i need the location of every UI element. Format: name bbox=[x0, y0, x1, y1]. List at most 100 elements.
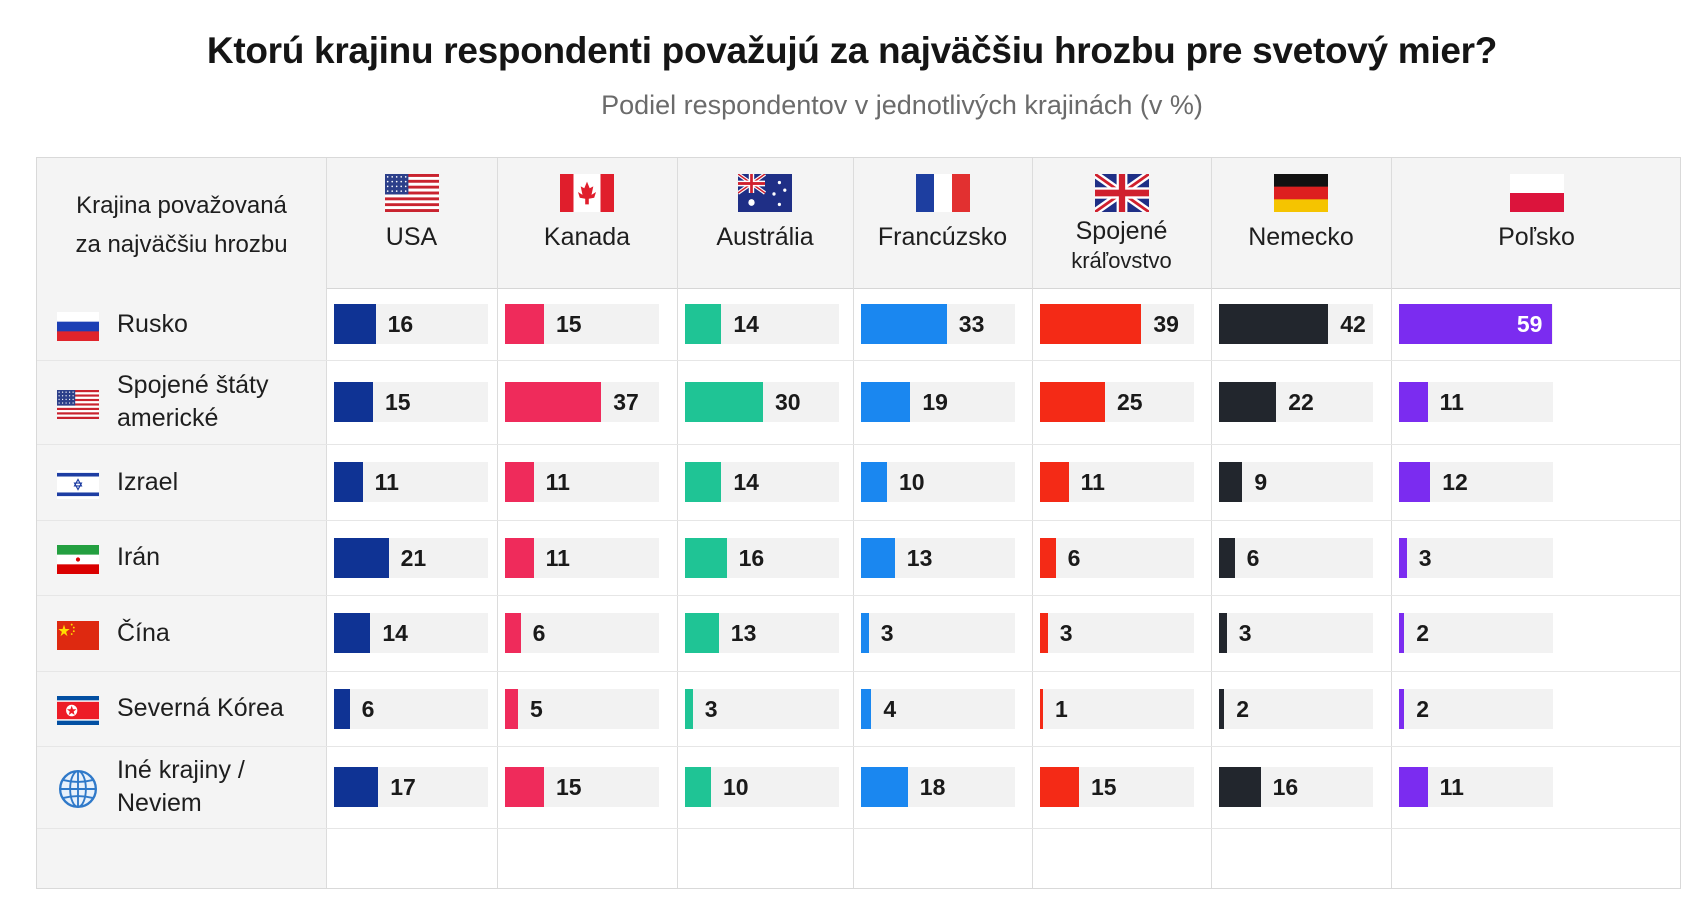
bar-track: 42 bbox=[1219, 304, 1373, 344]
row-header-label-line: americké bbox=[117, 404, 219, 432]
column-divider bbox=[677, 158, 678, 888]
row-header-label: Spojené štáty americké bbox=[117, 369, 269, 435]
row-divider bbox=[37, 828, 1680, 829]
bar bbox=[685, 304, 722, 344]
chart-title: Ktorú krajinu respondenti považujú za na… bbox=[206, 30, 1498, 71]
bar bbox=[861, 767, 908, 807]
value-label: 19 bbox=[922, 389, 948, 415]
value-label: 11 bbox=[374, 469, 399, 495]
bar bbox=[1219, 304, 1329, 344]
value-label: 4 bbox=[883, 695, 897, 722]
flag-germany-icon bbox=[1274, 174, 1328, 213]
value-label: 25 bbox=[1117, 389, 1143, 415]
flag-north-korea-icon bbox=[57, 696, 99, 725]
bar-track: 2 bbox=[1219, 688, 1373, 729]
row-header-label-line: Izrael bbox=[117, 467, 179, 496]
row-header-7: Iné krajiny / Neviem bbox=[37, 746, 326, 828]
bar bbox=[1219, 537, 1235, 578]
bar-track: 19 bbox=[861, 382, 1015, 422]
column-header-label-line: Austrália bbox=[716, 223, 814, 251]
row-header-label: Izrael bbox=[117, 466, 178, 499]
bar-track: 14 bbox=[685, 304, 839, 344]
bar-track: 33 bbox=[861, 304, 1015, 344]
value-label: 42 bbox=[1340, 311, 1366, 337]
value-label: 16 bbox=[387, 311, 414, 337]
bar-track: 15 bbox=[334, 382, 488, 422]
value-label: 15 bbox=[556, 774, 582, 800]
column-header-label: USA bbox=[326, 222, 497, 252]
row-header-label-line: Neviem bbox=[117, 789, 202, 817]
bar-track: 3 bbox=[1040, 613, 1194, 653]
bar bbox=[334, 304, 376, 344]
bar-track: 3 bbox=[685, 688, 839, 729]
column-header-label-line: Poľsko bbox=[1498, 223, 1575, 251]
row-divider bbox=[37, 595, 1680, 596]
column-header-canada: Kanada bbox=[497, 158, 677, 288]
bar bbox=[685, 382, 763, 422]
bar-track: 30 bbox=[685, 382, 839, 422]
bar bbox=[1040, 688, 1043, 729]
column-header-label-line: Francúzsko bbox=[877, 223, 1008, 251]
bar-track: 6 bbox=[505, 613, 659, 653]
flag-usa-icon bbox=[384, 174, 439, 213]
row-header-label-line: Severná Kórea bbox=[117, 694, 284, 722]
bar bbox=[505, 688, 518, 729]
bar-track: 39 bbox=[1040, 304, 1194, 344]
value-label: 3 bbox=[704, 695, 718, 722]
bar-track: 2 bbox=[1399, 688, 1553, 729]
row-divider bbox=[37, 746, 1680, 747]
value-label: 16 bbox=[1272, 774, 1299, 800]
bar bbox=[1219, 613, 1227, 653]
bar-track: 59 bbox=[1399, 304, 1553, 344]
bar bbox=[505, 767, 544, 807]
bar-track: 3 bbox=[1219, 613, 1373, 653]
bar-track: 6 bbox=[334, 688, 488, 729]
bar-track: 10 bbox=[861, 462, 1015, 502]
value-label: 15 bbox=[556, 311, 582, 337]
bar-track: 3 bbox=[1399, 537, 1553, 578]
bar-track: 11 bbox=[1399, 767, 1553, 807]
row-divider bbox=[37, 520, 1680, 521]
chart-subtitle: Podiel respondentov v jednotlivých kraji… bbox=[601, 90, 1203, 120]
column-header-label-line: Spojené bbox=[1075, 217, 1168, 245]
row-header-3: Izrael bbox=[37, 444, 326, 520]
bar-track: 11 bbox=[1399, 382, 1553, 422]
bar-track: 14 bbox=[334, 613, 488, 653]
bar-track: 5 bbox=[505, 688, 659, 729]
row-header-2: Spojené štáty americké bbox=[37, 360, 326, 444]
column-divider bbox=[326, 158, 327, 888]
flag-iran-icon bbox=[57, 545, 99, 575]
value-label: 15 bbox=[1091, 774, 1117, 800]
value-label: 21 bbox=[400, 544, 427, 571]
value-label: 6 bbox=[1246, 544, 1260, 571]
value-label: 2 bbox=[1236, 695, 1249, 722]
bar bbox=[334, 767, 379, 807]
bar-track: 13 bbox=[685, 613, 839, 653]
bar-track: 16 bbox=[334, 304, 488, 344]
column-header-label-line: USA bbox=[385, 223, 438, 251]
row-header-label: Severná Kórea bbox=[117, 692, 284, 725]
bar bbox=[1399, 462, 1431, 502]
value-label: 11 bbox=[1439, 774, 1464, 800]
row-header-6: Severná Kórea bbox=[37, 671, 326, 746]
bar bbox=[1399, 767, 1428, 807]
bar-track: 4 bbox=[861, 688, 1015, 729]
bar-track: 16 bbox=[685, 537, 839, 578]
flag-uk-icon bbox=[1092, 170, 1151, 216]
value-label: 3 bbox=[1418, 544, 1432, 571]
bar bbox=[1040, 462, 1069, 502]
bar-track: 37 bbox=[505, 382, 659, 422]
bar bbox=[1399, 304, 1553, 344]
value-label: 6 bbox=[361, 695, 375, 722]
bar-track: 1 bbox=[1040, 688, 1194, 729]
value-label: 37 bbox=[613, 389, 639, 415]
flag-china-icon bbox=[57, 620, 99, 650]
value-label: 30 bbox=[775, 389, 801, 415]
bar-track: 22 bbox=[1219, 382, 1373, 422]
flag-russia-icon bbox=[57, 311, 99, 341]
bar bbox=[1040, 382, 1105, 422]
value-label: 10 bbox=[723, 774, 749, 800]
row-header-label-line: Spojené štáty bbox=[117, 371, 269, 399]
bar bbox=[1040, 613, 1048, 653]
bar bbox=[505, 382, 602, 422]
